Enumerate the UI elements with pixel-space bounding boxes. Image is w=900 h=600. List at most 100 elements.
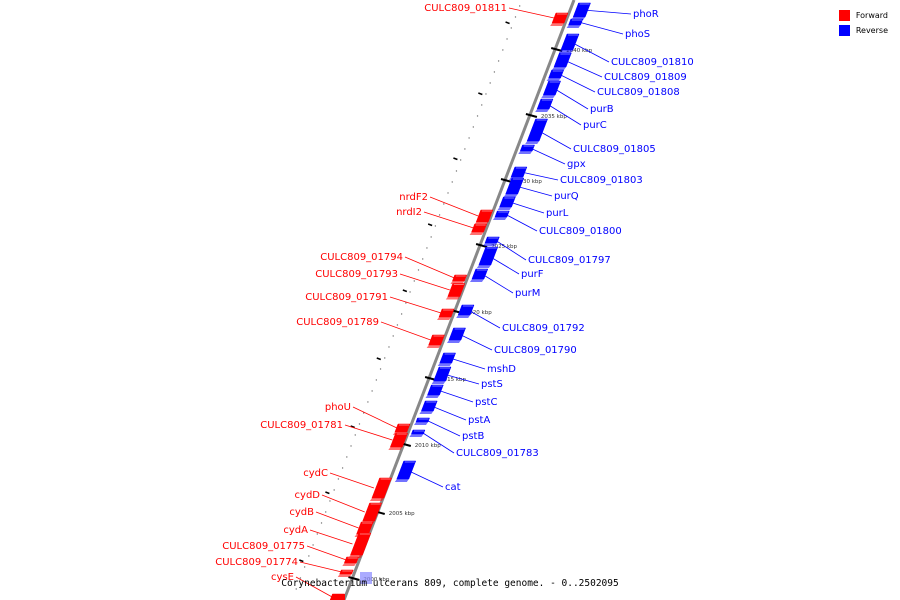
guide-dot xyxy=(405,302,407,304)
label-leader xyxy=(425,419,461,437)
gene-culc809-01790[interactable] xyxy=(446,327,466,343)
gene-psta[interactable] xyxy=(419,400,438,414)
gene-label-cydb: cydB xyxy=(289,507,314,518)
label-leader xyxy=(443,373,480,385)
gene-label-pstc: pstC xyxy=(475,397,497,408)
guide-dot xyxy=(409,291,411,293)
guide-dot xyxy=(514,16,517,18)
gene-culc809-01774[interactable] xyxy=(337,569,354,577)
partial-gene-body xyxy=(333,594,345,600)
guide-dot xyxy=(354,434,356,436)
guide-dot xyxy=(316,533,318,535)
tick-label: 2025 kbp xyxy=(491,244,517,250)
gene-pstb[interactable] xyxy=(414,417,430,425)
gene-culc809-01789[interactable] xyxy=(426,334,445,348)
gene-label-nrdi2: nrdI2 xyxy=(396,207,422,218)
gene-culc809-01775[interactable] xyxy=(342,556,359,566)
guide-dot xyxy=(388,346,390,348)
gene-culc809-01793[interactable] xyxy=(445,283,466,300)
gene-cydc[interactable] xyxy=(369,477,392,501)
gene-label-culc809-01791: CULC809_01791 xyxy=(305,292,388,303)
label-leader xyxy=(504,213,538,232)
tick-label: 2020 kbp xyxy=(466,310,492,316)
label-leader xyxy=(429,196,479,217)
tick-label: 2040 kbp xyxy=(566,48,592,54)
gene-culc809-01792[interactable] xyxy=(456,304,475,318)
minor-tick xyxy=(299,559,304,563)
gene-culc809-01783[interactable] xyxy=(409,429,426,437)
gene-label-phor: phoR xyxy=(633,9,659,20)
gene-cyda[interactable] xyxy=(348,532,372,558)
gene-cat[interactable] xyxy=(394,460,417,482)
gene-culc809-01811[interactable] xyxy=(550,12,569,26)
guide-dot xyxy=(371,390,373,392)
gene-psts[interactable] xyxy=(431,366,452,384)
gene-label-phou: phoU xyxy=(325,402,351,413)
guide-dot xyxy=(303,566,306,568)
gene-phor[interactable] xyxy=(571,2,591,20)
gene-purq[interactable] xyxy=(503,177,525,197)
guide-dot xyxy=(438,214,441,216)
gene-label-culc809-01809: CULC809_01809 xyxy=(604,72,687,83)
guide-dot xyxy=(426,247,428,249)
gene-pstc[interactable] xyxy=(425,384,444,398)
label-leader xyxy=(421,431,455,454)
label-leader xyxy=(536,129,572,150)
legend-forward: Forward xyxy=(838,8,888,23)
guide-dot xyxy=(337,478,340,480)
guide-dot xyxy=(510,27,512,29)
gene-label-psts: pstS xyxy=(481,379,503,390)
gene-purc[interactable] xyxy=(535,98,554,112)
legend-reverse: Reverse xyxy=(838,23,888,38)
gene-label-nrdf2: nrdF2 xyxy=(399,192,428,203)
gene-labels: CULC809_01811 nrdF2 nrdI2 CULC809_01794 CULC… xyxy=(215,3,694,598)
gene-purb[interactable] xyxy=(541,80,561,98)
label-leader xyxy=(380,321,431,341)
gene-shadow xyxy=(469,232,484,235)
gene-shadow xyxy=(566,25,581,28)
genome-caption: Corynebacterium ulcerans 809, complete g… xyxy=(281,578,619,589)
gene-label-purl: purL xyxy=(546,208,569,219)
guide-dot xyxy=(350,445,352,447)
gene-label-culc809-01811: CULC809_01811 xyxy=(424,3,507,14)
gene-shadow xyxy=(409,434,424,437)
guide-dot xyxy=(422,258,424,260)
gene-culc809-01810[interactable] xyxy=(558,33,580,53)
guide-dot xyxy=(472,126,475,128)
gene-culc809-01809[interactable] xyxy=(552,52,572,70)
gene-gpx[interactable] xyxy=(518,144,535,154)
gene-label-phos: phoS xyxy=(625,29,650,40)
gene-shadow xyxy=(550,23,565,26)
label-leader xyxy=(583,9,632,15)
gene-shadow xyxy=(337,574,352,577)
tick-label: 2000 kbp xyxy=(363,577,389,583)
gene-culc809-01808[interactable] xyxy=(546,69,565,81)
guide-dot xyxy=(417,269,420,271)
label-leader xyxy=(467,309,501,329)
gene-shadow xyxy=(456,315,471,318)
gene-purf[interactable] xyxy=(476,246,499,268)
label-leader xyxy=(315,511,359,529)
gene-shadow xyxy=(469,279,484,282)
dotted-guide xyxy=(295,5,521,590)
gene-label-culc809-01790: CULC809_01790 xyxy=(494,345,577,356)
gene-purl[interactable] xyxy=(497,196,516,210)
gene-purm[interactable] xyxy=(469,268,489,282)
gene-culc809-01781[interactable] xyxy=(388,432,409,450)
gene-label-culc809-01789: CULC809_01789 xyxy=(296,317,379,328)
tick-mark xyxy=(525,113,538,118)
guide-dot xyxy=(379,368,382,370)
gene-shadow xyxy=(445,296,460,300)
gene-shadow xyxy=(426,345,441,348)
gene-culc809-01800[interactable] xyxy=(492,210,510,220)
gene-label-psta: pstA xyxy=(468,415,490,426)
gene-mshd[interactable] xyxy=(437,352,456,366)
gene-culc809-01791[interactable] xyxy=(437,308,455,320)
guide-dot xyxy=(295,588,297,590)
gene-phos[interactable] xyxy=(566,18,584,28)
guide-dot xyxy=(485,93,487,95)
label-leader xyxy=(558,73,596,93)
gene-culc809-01797[interactable] xyxy=(483,236,500,246)
label-leader xyxy=(423,211,474,229)
gene-nrdi2[interactable] xyxy=(469,223,488,235)
